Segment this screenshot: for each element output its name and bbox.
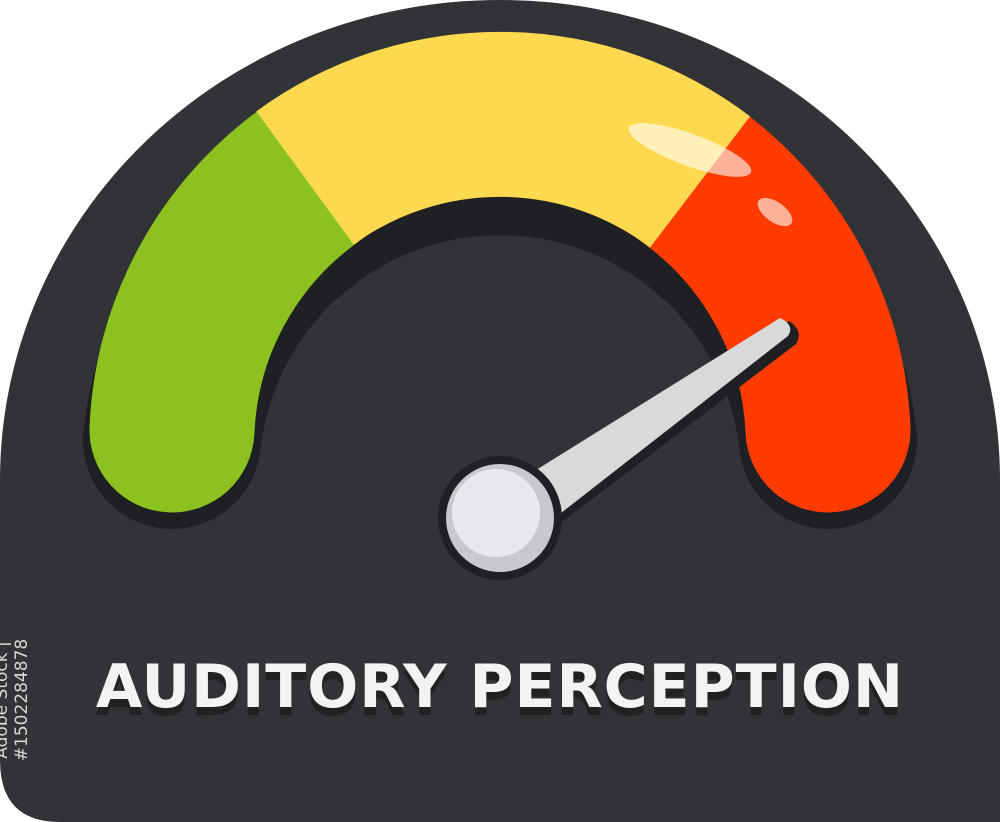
gauge-segment-green: [89, 92, 393, 513]
gauge-label: AUDITORY PERCEPTION: [95, 652, 905, 722]
gauge-highlight: [628, 123, 752, 177]
needle: [438, 318, 799, 580]
stock-watermark-id: Adobe Stock | #1502284878: [0, 638, 32, 762]
gauge-segment-yellow: [256, 31, 751, 249]
gauge-highlight-small: [757, 197, 793, 227]
gauge-segment-red: [607, 92, 911, 513]
